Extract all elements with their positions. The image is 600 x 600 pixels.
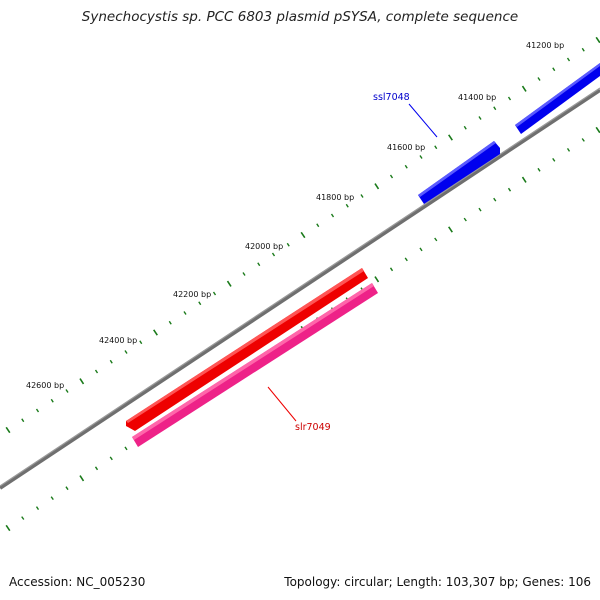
outer-tick-minor xyxy=(198,301,202,306)
outer-tick-minor xyxy=(94,369,99,374)
outer-tick-minor xyxy=(552,67,556,72)
outer-tick-minor xyxy=(463,125,467,130)
inner-tick-major xyxy=(5,524,11,532)
outer-tick-minor xyxy=(242,272,246,276)
outer-tick-minor xyxy=(345,203,349,208)
gene-ssl7048-arrow xyxy=(418,141,500,204)
outer-tick-minor xyxy=(257,262,261,267)
outer-tick-minor xyxy=(316,223,320,228)
inner-tick-minor xyxy=(493,197,497,202)
outer-tick-minor xyxy=(404,164,408,169)
gene-slr7049-pointer xyxy=(267,386,297,422)
inner-tick-major xyxy=(374,276,380,283)
outer-tick-minor xyxy=(139,340,143,345)
gene-ssl7048-label: ssl7048 xyxy=(373,92,410,103)
inner-tick-minor xyxy=(94,466,99,471)
inner-tick-minor xyxy=(434,237,438,242)
outer-tick-major xyxy=(300,231,306,239)
outer-tick-minor xyxy=(286,242,290,247)
outer-tick-minor xyxy=(65,389,69,393)
gene-ssl7048-arrow-top xyxy=(418,141,496,197)
outer-tick-minor xyxy=(271,252,276,257)
outer-tick-major xyxy=(79,378,85,385)
outer-tick-minor xyxy=(493,106,497,111)
footer-accession: Accession: NC_005230 xyxy=(9,575,146,589)
page-title: Synechocystis sp. PCC 6803 plasmid pSYSA… xyxy=(81,9,519,25)
tick-label-41800: 41800 bp xyxy=(316,193,354,202)
tick-labels: 41200 bp 41400 bp 41600 bp 41800 bp 4200… xyxy=(26,41,564,390)
inner-tick-major xyxy=(79,475,85,482)
gene-slr7049[interactable]: slr7049 xyxy=(126,268,368,433)
feature-track-bar xyxy=(132,283,378,447)
outer-tick-major xyxy=(374,183,380,190)
outer-tick-minor xyxy=(419,155,423,159)
inner-tick-minor xyxy=(507,187,512,192)
outer-tick-major xyxy=(153,329,158,336)
gene-ssl7048[interactable]: ssl7048 xyxy=(373,63,600,204)
outer-tick-minor xyxy=(50,398,54,403)
inner-tick-minor xyxy=(404,257,408,262)
inner-tick-minor xyxy=(109,456,113,461)
outer-tick-minor xyxy=(330,213,335,218)
outer-tick-major xyxy=(521,85,527,92)
outer-tick-major xyxy=(595,36,600,44)
tick-label-42600: 42600 bp xyxy=(26,381,64,390)
outer-tick-minor xyxy=(389,174,394,179)
outer-tick-major xyxy=(226,280,232,287)
outer-tick-minor xyxy=(478,116,482,120)
inner-tick-minor xyxy=(65,486,69,491)
inner-tick-major xyxy=(595,126,600,134)
inner-tick-minor xyxy=(419,247,423,252)
gene-ssl7048-continuation-top xyxy=(515,63,600,127)
inner-tick-minor xyxy=(581,138,585,142)
inner-tick-minor xyxy=(463,217,467,222)
inner-tick-minor xyxy=(50,496,54,501)
outer-tick-minor xyxy=(212,291,217,296)
outer-tick-major xyxy=(5,426,11,434)
outer-tick-minor xyxy=(21,418,25,423)
tick-label-42200: 42200 bp xyxy=(173,290,211,299)
outer-tick-minor xyxy=(581,47,585,52)
gene-slr7049-label: slr7049 xyxy=(295,422,331,433)
tick-label-42400: 42400 bp xyxy=(99,336,137,345)
footer-summary: Topology: circular; Length: 103,307 bp; … xyxy=(284,575,591,589)
feature-track-slr7049[interactable] xyxy=(132,283,378,447)
outer-tick-minor xyxy=(124,350,128,354)
tick-label-41600: 41600 bp xyxy=(387,143,425,152)
inner-tick-minor xyxy=(35,506,40,510)
gene-slr7049-arrow-top xyxy=(126,268,364,423)
outer-tick-minor xyxy=(566,57,571,62)
gene-ssl7048-pointer xyxy=(408,103,438,138)
outer-tick-row xyxy=(5,36,600,434)
outer-tick-minor xyxy=(537,77,541,81)
outer-tick-major xyxy=(448,134,453,141)
feature-track-bar-top xyxy=(132,283,374,440)
outer-tick-minor xyxy=(35,408,40,413)
outer-tick-minor xyxy=(109,359,113,364)
inner-tick-major xyxy=(521,176,527,183)
outer-tick-minor xyxy=(168,320,172,325)
inner-tick-minor xyxy=(566,148,571,152)
inner-tick-minor xyxy=(389,267,394,272)
tick-label-41400: 41400 bp xyxy=(458,93,496,102)
plasmid-backbone xyxy=(0,88,600,490)
outer-tick-minor xyxy=(183,311,187,315)
outer-tick-minor xyxy=(360,194,364,198)
inner-tick-minor xyxy=(552,157,556,162)
plasmid-backbone-highlight xyxy=(0,87,600,487)
gene-slr7049-arrow xyxy=(126,268,368,431)
inner-tick-major xyxy=(448,226,453,233)
inner-tick-minor xyxy=(124,446,128,451)
inner-tick-minor xyxy=(478,207,482,212)
inner-tick-minor xyxy=(537,167,541,172)
tick-label-41200: 41200 bp xyxy=(526,41,564,50)
outer-tick-minor xyxy=(434,145,438,150)
outer-tick-minor xyxy=(507,96,512,101)
inner-tick-minor xyxy=(21,516,25,520)
tick-label-42000: 42000 bp xyxy=(245,242,283,251)
